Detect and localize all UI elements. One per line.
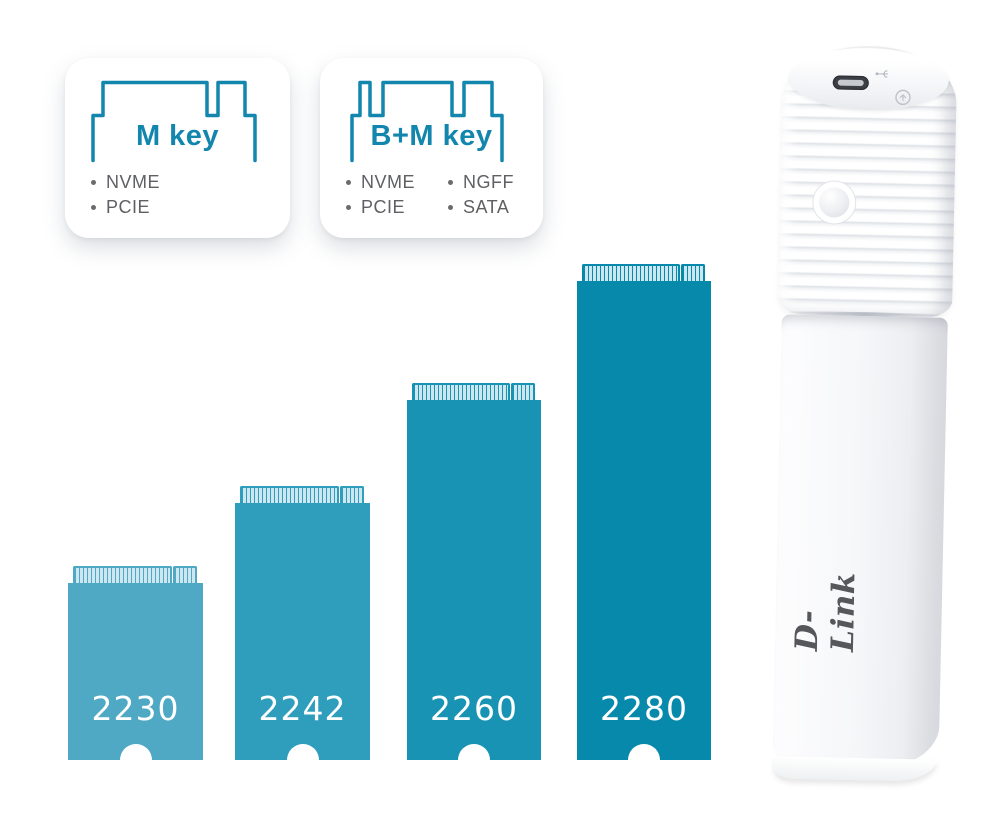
device-top-face — [788, 46, 950, 112]
mount-notch — [119, 744, 152, 776]
spec-item: NGFF — [446, 170, 535, 195]
edge-connector-pins — [407, 383, 541, 400]
device-body: D-Link — [772, 314, 948, 770]
mount-notch — [286, 744, 319, 776]
m-key-card: M key NVME PCIE — [65, 58, 290, 238]
b-plus-m-key-card: B+M key NVME NGFF PCIE SATA — [320, 58, 543, 238]
ssd-bar-2230: 2230 — [68, 566, 203, 776]
mount-notch — [458, 744, 490, 776]
pin-block-small — [681, 264, 705, 281]
pin-block-small — [340, 486, 364, 503]
pin-block-wide — [582, 264, 680, 281]
dlink-logo: D-Link — [788, 571, 863, 653]
b-plus-m-key-spec-list: NVME NGFF PCIE SATA — [344, 170, 535, 220]
ssd-bar-2260: 2260 — [407, 383, 541, 776]
edge-connector-pins — [68, 566, 203, 583]
ssd-bar-2242: 2242 — [235, 486, 370, 776]
edge-connector-pins — [235, 486, 370, 503]
spec-item: PCIE — [344, 195, 446, 220]
size-label: 2230 — [91, 689, 180, 728]
m-key-spec-list: NVME PCIE — [89, 170, 282, 220]
pin-block-wide — [240, 486, 339, 503]
spec-item: SATA — [446, 195, 535, 220]
dlink-ssd-enclosure: D-Link — [766, 38, 958, 790]
edge-connector-pins — [577, 264, 711, 281]
pin-block-small — [511, 383, 535, 400]
b-plus-m-key-title: B+M key — [370, 120, 493, 152]
spec-item: NVME — [344, 170, 446, 195]
device-bottom-rim — [774, 756, 937, 782]
spec-item: NVME — [89, 170, 282, 195]
spec-item: PCIE — [89, 195, 282, 220]
ssd-bar-2280: 2280 — [577, 264, 711, 776]
size-label: 2260 — [430, 689, 518, 728]
m-key-connector-icon — [91, 80, 257, 163]
pin-block-wide — [412, 383, 510, 400]
mount-notch — [628, 744, 660, 776]
size-label: 2242 — [258, 689, 347, 728]
pin-block-small — [173, 566, 197, 583]
backup-button-icon — [895, 89, 911, 106]
usb-c-port — [832, 75, 869, 91]
m-key-title: M key — [135, 120, 220, 152]
usb-icon — [875, 70, 888, 78]
pin-block-wide — [73, 566, 172, 583]
b-plus-m-key-connector-icon — [350, 80, 504, 163]
size-label: 2280 — [600, 689, 688, 728]
